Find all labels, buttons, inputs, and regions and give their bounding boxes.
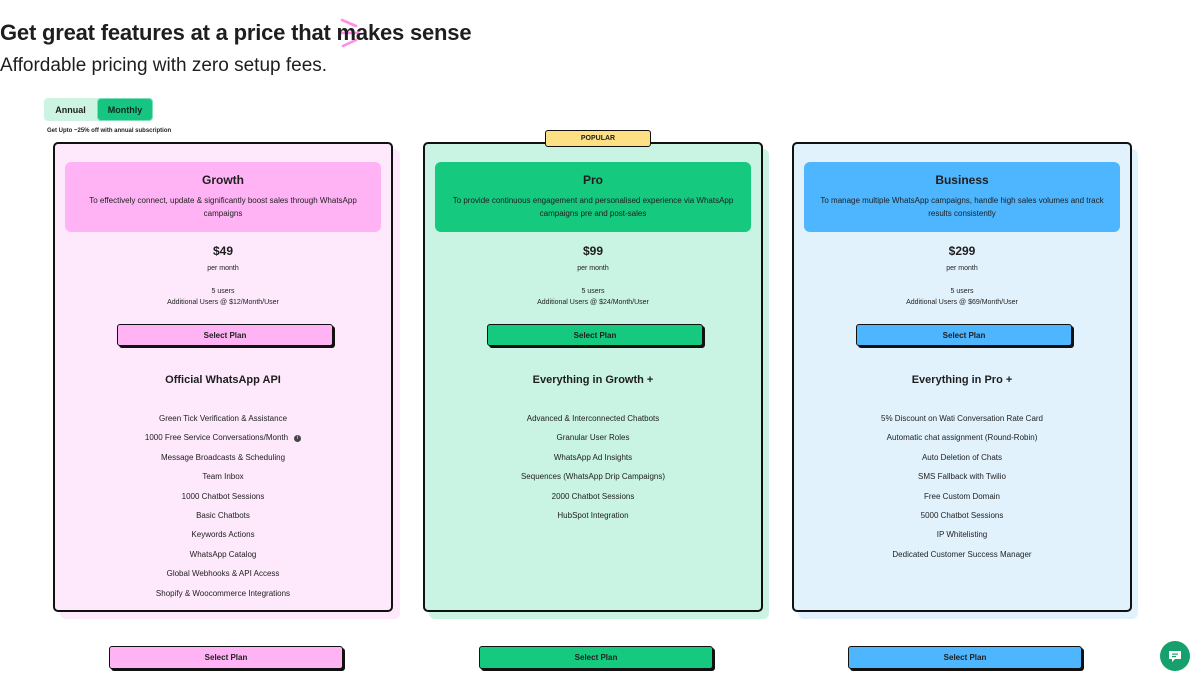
list-item: 2000 Chatbot Sessions [551,491,635,501]
feature-list-business: 5% Discount on Wati Conversation Rate Ca… [794,409,1130,564]
sparkle-icon [339,18,360,48]
features-title: Everything in Pro + [911,374,1013,386]
plan-additional-users: Additional Users @ $69/Month/User [906,299,1018,306]
list-item: Message Broadcasts & Scheduling [160,452,286,462]
plan-name: Pro [582,173,603,187]
plan-users: 5 users [211,288,235,295]
page-subtitle: Affordable pricing with zero setup fees. [0,55,328,76]
plan-users: 5 users [581,288,605,295]
plan-name: Business [935,173,989,187]
feature-list-pro: Advanced & Interconnected Chatbots Granu… [425,409,761,525]
plan-header-business: Business To manage multiple WhatsApp cam… [804,162,1120,232]
list-item: Automatic chat assignment (Round-Robin) [886,433,1038,443]
info-icon[interactable]: i [294,434,302,442]
page-title: Get great features at a price that makes… [0,20,472,45]
bottom-select-plan-business[interactable]: Select Plan [848,646,1082,669]
plan-description: To effectively connect, update & signifi… [89,196,357,218]
plan-period: per month [577,265,609,272]
chat-bubble-icon [1169,651,1181,662]
select-plan-button-business[interactable]: Select Plan [856,324,1072,346]
select-plan-button-growth[interactable]: Select Plan [117,324,333,346]
plan-price: $299 [948,244,976,258]
toggle-monthly[interactable]: Monthly [97,98,153,121]
features-title: Everything in Growth + [532,374,654,386]
list-item: Dedicated Customer Success Manager [892,549,1032,559]
annual-discount-note: Get Upto ~25% off with annual subscripti… [47,128,172,134]
chat-widget-button[interactable] [1160,641,1190,671]
plan-name: Growth [202,173,244,187]
list-item: Shopify & Woocommerce Integrations [155,588,291,598]
list-item: IP Whitelisting [936,530,988,540]
billing-toggle: Annual Monthly [44,98,153,121]
list-item: Auto Deletion of Chats [921,452,1003,462]
list-item: Keywords Actions [191,530,255,540]
list-item: Sequences (WhatsApp Drip Campaigns) [520,472,666,482]
plan-card-growth: Growth To effectively connect, update & … [53,142,393,612]
plan-additional-users: Additional Users @ $12/Month/User [167,299,279,306]
plan-card-business: Business To manage multiple WhatsApp cam… [792,142,1132,612]
list-item: WhatsApp Ad Insights [553,452,633,462]
select-plan-button-pro[interactable]: Select Plan [487,324,703,346]
plan-description: To provide continuous engagement and per… [452,196,734,218]
list-item: 5000 Chatbot Sessions [920,510,1004,520]
list-item: 5% Discount on Wati Conversation Rate Ca… [881,414,1043,423]
bottom-select-plan-pro[interactable]: Select Plan [479,646,713,669]
plan-period: per month [207,265,239,272]
plan-price: $49 [212,244,234,258]
list-item: SMS Fallback with Twilio [918,472,1006,482]
plan-description: To manage multiple WhatsApp campaigns, h… [820,196,1104,218]
plan-card-pro: Pro To provide continuous engagement and… [423,142,763,612]
list-item: HubSpot Integration [557,510,629,520]
feature-text: 1000 Free Service Conversations/Month [144,433,289,443]
plan-period: per month [946,265,978,272]
plan-users: 5 users [950,288,974,295]
list-item: Granular User Roles [556,433,630,443]
list-item: Basic Chatbots [196,510,250,520]
features-title: Official WhatsApp API [165,374,281,386]
plan-header-pro: Pro To provide continuous engagement and… [435,162,751,232]
plan-additional-users: Additional Users @ $24/Month/User [537,299,649,306]
list-item: 1000 Free Service Conversations/Month i [55,428,391,447]
list-item: Team Inbox [202,472,244,482]
list-item: Free Custom Domain [923,491,1001,501]
popular-badge: POPULAR [545,130,651,147]
list-item: Advanced & Interconnected Chatbots [526,414,660,423]
plan-price: $99 [582,244,604,258]
plan-header-growth: Growth To effectively connect, update & … [65,162,381,232]
list-item: Green Tick Verification & Assistance [158,414,288,423]
bottom-select-plan-growth[interactable]: Select Plan [109,646,343,669]
toggle-annual[interactable]: Annual [55,104,86,115]
feature-list-growth: Green Tick Verification & Assistance 100… [55,409,391,603]
list-item: WhatsApp Catalog [189,549,257,559]
list-item: Global Webhooks & API Access [166,569,280,579]
list-item: 1000 Chatbot Sessions [181,491,265,501]
